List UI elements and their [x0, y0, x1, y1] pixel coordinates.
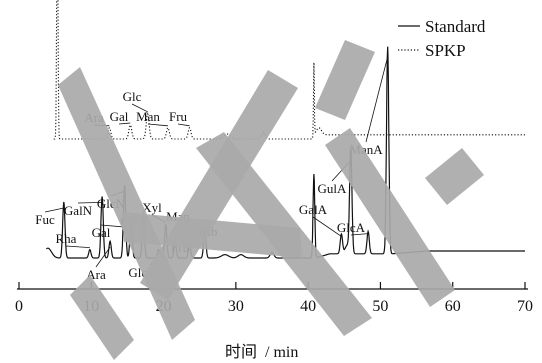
peak-leader-line	[365, 56, 389, 143]
x-tick-label: 40	[300, 298, 316, 315]
peak-leader-line	[131, 103, 148, 113]
peak-label: Glc	[123, 89, 142, 104]
peak-leader-line	[147, 123, 168, 127]
peak-label: GalN	[64, 203, 93, 218]
watermark-stroke	[196, 132, 372, 336]
peak-leader-line	[77, 202, 103, 204]
peak-label: Xyl	[142, 200, 162, 215]
peak-leader-line	[95, 246, 111, 268]
legend: Standard SPKP	[398, 17, 486, 60]
x-tick-label: 50	[372, 298, 388, 315]
x-axis-title: 时间 / min	[225, 343, 298, 361]
peak-label: Fru	[169, 109, 188, 124]
peak-leader-line	[350, 233, 369, 236]
series-spkp-line	[53, 0, 525, 140]
peak-label: GalA	[299, 202, 328, 217]
watermark-stroke	[315, 40, 375, 120]
x-tick-label: 60	[445, 298, 461, 315]
legend-standard-label: Standard	[425, 17, 486, 36]
x-tick-label: 70	[517, 298, 533, 315]
peak-leader-line	[118, 122, 131, 125]
watermark-stroke	[425, 148, 484, 205]
watermark-stroke	[140, 70, 298, 300]
watermark-stroke	[70, 275, 134, 360]
peak-label: Gal	[110, 109, 129, 124]
watermark-stroke	[122, 212, 302, 258]
peak-leader-line	[65, 245, 90, 248]
x-tick-label: 30	[228, 298, 244, 315]
peak-label: Fuc	[35, 212, 55, 227]
peak-label: Gal	[92, 225, 111, 240]
legend-spkp-label: SPKP	[425, 41, 466, 60]
peak-label: Man	[136, 109, 160, 124]
peak-leader-line	[44, 207, 64, 213]
peak-label: GulA	[318, 181, 348, 196]
x-tick-label: 0	[15, 298, 23, 315]
watermark-graphic	[58, 40, 484, 360]
peak-leader-line	[177, 123, 190, 127]
watermark-stroke	[325, 128, 455, 307]
peak-label: Rha	[56, 231, 77, 246]
peak-leader-line	[312, 216, 342, 237]
peak-label: GlcA	[337, 220, 366, 235]
